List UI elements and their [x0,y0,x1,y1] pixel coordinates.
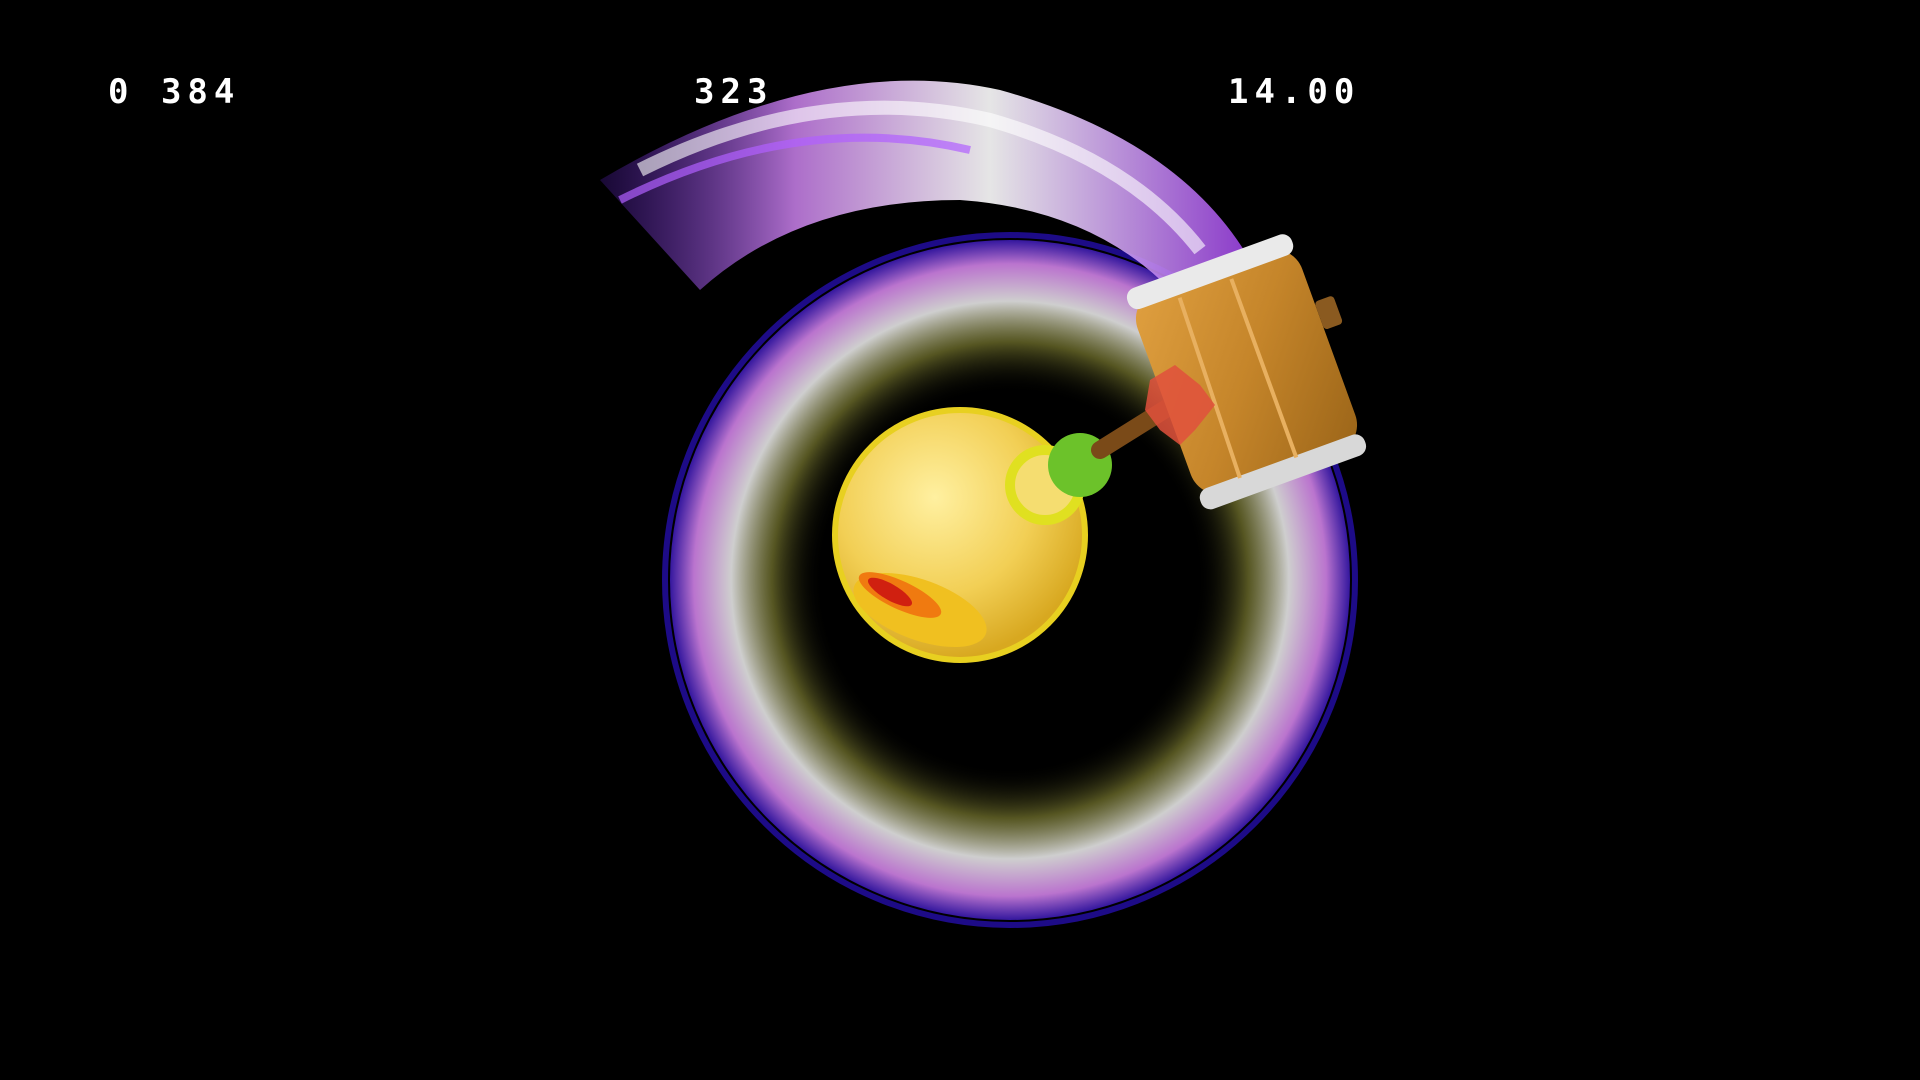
hud-center-readout: 323 [694,72,774,112]
wooden-hammer [1091,234,1367,510]
hud-left-readout: 0 384 [108,72,241,112]
yellow-character [832,407,1112,663]
spin-trail-arc [600,80,1250,301]
hud-timer-readout: 14.00 [1228,72,1361,112]
